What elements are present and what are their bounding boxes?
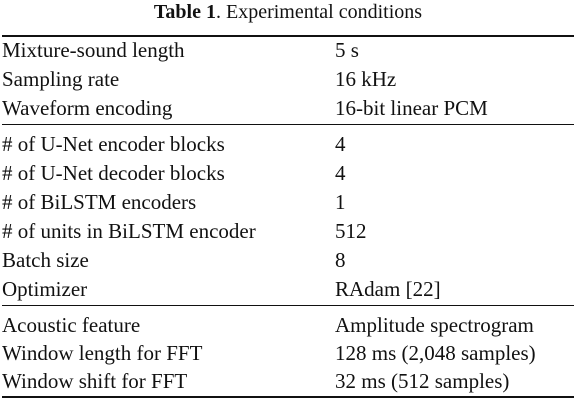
row-value: 5 s <box>335 38 359 62</box>
row-value: Amplitude spectrogram <box>335 313 534 337</box>
row-value: 16-bit linear PCM <box>335 96 488 120</box>
row-label: # of units in BiLSTM encoder <box>2 219 256 243</box>
row-label: Sampling rate <box>2 67 120 91</box>
row-label: Optimizer <box>2 277 88 301</box>
row-label: Acoustic feature <box>2 313 141 337</box>
row-label: Window length for FFT <box>2 341 203 365</box>
group-divider <box>2 305 574 306</box>
table-row: # of BiLSTM encoders 1 <box>0 188 576 216</box>
top-rule <box>2 35 574 37</box>
table-caption: Table 1. Experimental conditions <box>0 0 576 26</box>
table-row: # of U-Net decoder blocks 4 <box>0 159 576 187</box>
row-value: 8 <box>335 248 346 272</box>
row-value: 512 <box>335 219 367 243</box>
row-label: Window shift for FFT <box>2 369 188 393</box>
table-row: Window length for FFT 128 ms (2,048 samp… <box>0 339 576 367</box>
table-row: Acoustic feature Amplitude spectrogram <box>0 311 576 339</box>
table-row: Mixture-sound length 5 s <box>0 36 576 64</box>
row-value: 16 kHz <box>335 67 397 91</box>
table-row: Waveform encoding 16-bit linear PCM <box>0 94 576 122</box>
bottom-rule <box>2 396 574 398</box>
table-row: Sampling rate 16 kHz <box>0 65 576 93</box>
row-value: 32 ms (512 samples) <box>335 369 510 393</box>
row-label: # of U-Net decoder blocks <box>2 161 225 185</box>
row-value: 4 <box>335 132 346 156</box>
row-label: # of U-Net encoder blocks <box>2 132 225 156</box>
table-caption-title: . Experimental conditions <box>215 1 423 23</box>
row-value: 1 <box>335 190 346 214</box>
row-label: Waveform encoding <box>2 96 173 120</box>
row-value: 4 <box>335 161 346 185</box>
table-row: # of U-Net encoder blocks 4 <box>0 130 576 158</box>
row-label: Mixture-sound length <box>2 38 185 62</box>
group-divider <box>2 124 574 125</box>
row-label: Batch size <box>2 248 89 272</box>
row-value: RAdam [22] <box>335 277 441 301</box>
table-row: Batch size 8 <box>0 246 576 274</box>
row-label: # of BiLSTM encoders <box>2 190 197 214</box>
row-value: 128 ms (2,048 samples) <box>335 341 536 365</box>
table-row: Window shift for FFT 32 ms (512 samples) <box>0 367 576 395</box>
table-row: # of units in BiLSTM encoder 512 <box>0 217 576 245</box>
table-row: Optimizer RAdam [22] <box>0 275 576 303</box>
table-caption-label: Table 1 <box>153 1 216 23</box>
